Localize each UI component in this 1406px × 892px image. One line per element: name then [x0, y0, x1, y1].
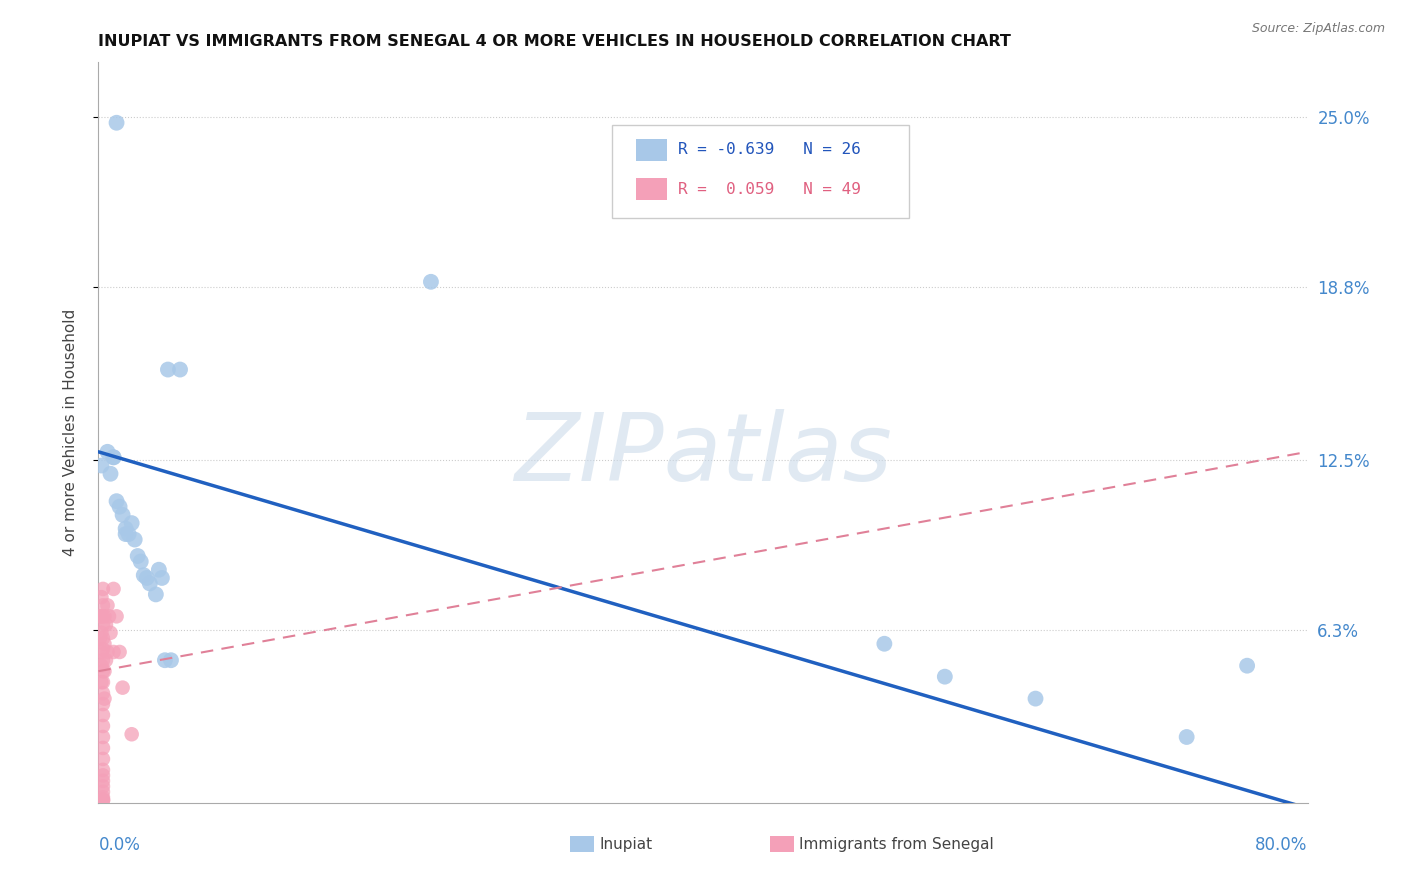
Point: [124, 533, 146, 547]
Point: [90, 675, 112, 690]
Point: [96, 445, 118, 459]
Text: Immigrants from Senegal: Immigrants from Senegal: [799, 837, 993, 852]
Text: ZIPatlas: ZIPatlas: [515, 409, 891, 500]
Point: [96, 599, 118, 613]
Point: [91, 617, 114, 632]
Point: [91, 741, 114, 756]
Point: [91, 768, 114, 782]
Point: [160, 653, 183, 667]
Point: [90, 645, 112, 659]
FancyBboxPatch shape: [637, 178, 666, 200]
Point: [100, 625, 122, 640]
Point: [90, 458, 112, 473]
Text: R =  0.059   N = 49: R = 0.059 N = 49: [678, 182, 860, 196]
Point: [91, 582, 114, 596]
Text: R = -0.639   N = 26: R = -0.639 N = 26: [678, 143, 860, 157]
Point: [91, 632, 114, 646]
Point: [91, 686, 114, 700]
Point: [132, 568, 155, 582]
Point: [105, 494, 128, 508]
Point: [420, 275, 443, 289]
Point: [103, 582, 125, 596]
Point: [150, 571, 173, 585]
Point: [91, 780, 114, 794]
Point: [91, 763, 114, 777]
Y-axis label: 4 or more Vehicles in Household: 4 or more Vehicles in Household: [63, 309, 77, 557]
Point: [93, 637, 115, 651]
Text: INUPIAT VS IMMIGRANTS FROM SENEGAL 4 OR MORE VEHICLES IN HOUSEHOLD CORRELATION C: INUPIAT VS IMMIGRANTS FROM SENEGAL 4 OR …: [98, 34, 1011, 49]
Point: [93, 609, 115, 624]
Point: [91, 785, 114, 799]
Point: [934, 670, 956, 684]
Point: [114, 522, 136, 536]
Point: [91, 719, 114, 733]
Point: [139, 576, 162, 591]
Point: [91, 675, 114, 690]
Point: [1175, 730, 1198, 744]
Point: [114, 527, 136, 541]
FancyBboxPatch shape: [769, 836, 794, 853]
Point: [111, 681, 134, 695]
Point: [135, 571, 157, 585]
Point: [90, 658, 112, 673]
Point: [121, 727, 143, 741]
Point: [873, 637, 896, 651]
Point: [118, 527, 141, 541]
Point: [91, 730, 114, 744]
Point: [129, 554, 152, 568]
Point: [121, 516, 143, 530]
Point: [91, 708, 114, 723]
Point: [91, 653, 114, 667]
Text: 80.0%: 80.0%: [1256, 836, 1308, 855]
FancyBboxPatch shape: [569, 836, 595, 853]
Point: [94, 617, 117, 632]
Point: [93, 664, 115, 678]
Point: [91, 793, 114, 807]
Point: [98, 609, 121, 624]
FancyBboxPatch shape: [637, 138, 666, 161]
Point: [93, 691, 115, 706]
Point: [153, 653, 176, 667]
FancyBboxPatch shape: [613, 126, 908, 218]
Point: [91, 642, 114, 657]
Point: [148, 563, 170, 577]
Point: [91, 752, 114, 766]
Point: [156, 362, 179, 376]
Point: [91, 609, 114, 624]
Point: [145, 587, 167, 601]
Point: [89, 632, 111, 646]
Point: [127, 549, 149, 563]
Point: [91, 599, 114, 613]
Point: [105, 116, 128, 130]
Point: [89, 609, 111, 624]
Point: [169, 362, 191, 376]
Point: [91, 793, 114, 807]
Text: Inupiat: Inupiat: [599, 837, 652, 852]
Point: [100, 467, 122, 481]
Point: [103, 450, 125, 465]
Point: [90, 609, 112, 624]
Point: [103, 645, 125, 659]
Point: [1236, 658, 1258, 673]
Text: 0.0%: 0.0%: [98, 836, 141, 855]
Point: [111, 508, 134, 522]
Point: [105, 609, 128, 624]
Point: [96, 645, 118, 659]
Text: Source: ZipAtlas.com: Source: ZipAtlas.com: [1251, 22, 1385, 36]
Point: [90, 625, 112, 640]
Point: [91, 697, 114, 711]
Point: [91, 793, 114, 807]
Point: [91, 773, 114, 788]
Point: [108, 645, 131, 659]
Point: [1024, 691, 1046, 706]
Point: [90, 590, 112, 604]
Point: [91, 664, 114, 678]
Point: [94, 653, 117, 667]
Point: [103, 450, 125, 465]
Point: [108, 500, 131, 514]
Point: [91, 790, 114, 805]
